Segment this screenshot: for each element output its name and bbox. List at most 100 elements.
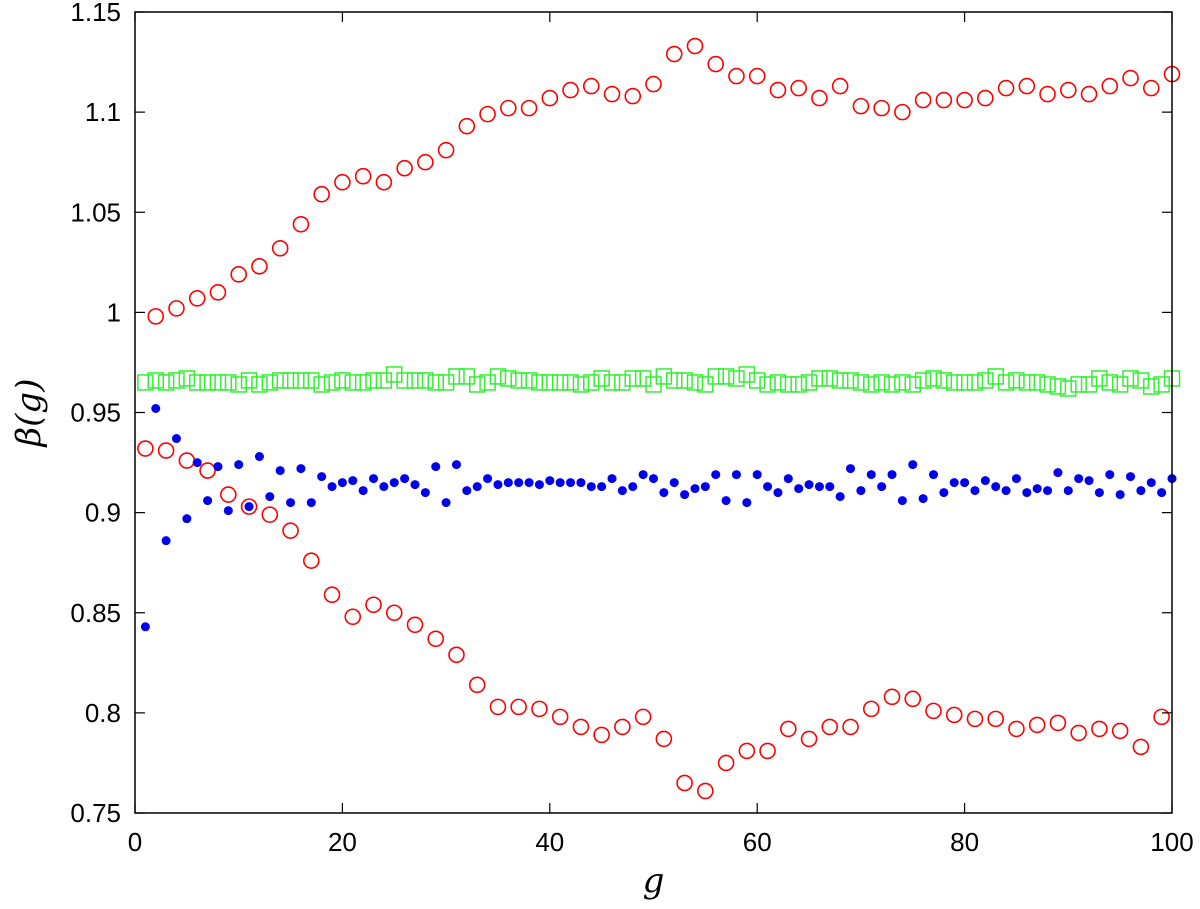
data-point (406, 616, 424, 634)
data-point (1132, 738, 1150, 756)
data-point (939, 488, 949, 498)
data-point (842, 372, 859, 389)
data-point (873, 374, 890, 391)
data-point (137, 440, 154, 457)
data-point (541, 89, 559, 107)
data-point (728, 370, 745, 387)
data-point (1049, 378, 1067, 395)
data-point (572, 718, 590, 736)
data-point (306, 498, 316, 508)
data-point (897, 496, 907, 506)
data-point (323, 586, 341, 604)
data-point (759, 742, 776, 760)
data-point (379, 482, 389, 492)
data-point (862, 700, 880, 718)
data-point (780, 720, 797, 738)
data-point (614, 718, 631, 736)
data-point (1115, 490, 1125, 500)
data-point (1039, 85, 1056, 103)
data-point (137, 374, 154, 391)
x-tick-label: 80 (950, 827, 979, 857)
data-point (1132, 372, 1150, 389)
data-point (209, 374, 227, 391)
data-point (748, 67, 766, 85)
data-point (479, 374, 496, 391)
data-point (1008, 720, 1025, 738)
data-point (991, 482, 1001, 492)
data-point (354, 167, 372, 185)
axis-ticks: 0 20 40 60 80 100 0.75 0.8 0.85 0.9 0.95 1 1.05 1.1 1.… (70, 0, 1193, 857)
data-point (406, 372, 424, 389)
data-point (1018, 374, 1036, 391)
data-point (562, 81, 579, 99)
data-point (199, 374, 216, 391)
data-point (731, 470, 741, 480)
data-point (908, 460, 918, 470)
data-point (1146, 478, 1156, 488)
y-tick-label: 0.8 (85, 698, 121, 728)
data-point (918, 494, 928, 504)
data-point (344, 374, 362, 391)
data-point (593, 370, 610, 387)
data-point (925, 702, 942, 720)
data-point (562, 374, 579, 391)
data-point (396, 372, 413, 389)
data-point (282, 522, 299, 539)
data-point (769, 374, 787, 391)
data-point (348, 476, 358, 486)
data-point (303, 372, 320, 389)
y-tick-label: 1.05 (70, 197, 121, 227)
data-point (344, 608, 362, 626)
data-point (866, 470, 876, 480)
series-1 (137, 440, 1170, 800)
plot-frame (134, 11, 1173, 814)
data-point (904, 690, 922, 708)
data-point (960, 478, 970, 488)
data-point (576, 478, 586, 488)
data-point (586, 482, 596, 492)
data-point (707, 368, 724, 385)
data-point (188, 290, 206, 307)
series-3 (140, 403, 1177, 632)
data-point (313, 376, 330, 393)
data-point (261, 506, 279, 523)
data-point (728, 67, 745, 85)
data-point (1018, 77, 1036, 95)
data-point (617, 486, 627, 496)
data-point (690, 484, 700, 494)
data-point (1126, 472, 1136, 482)
data-point (337, 478, 347, 488)
data-point (230, 376, 247, 393)
data-point (203, 496, 213, 506)
data-point (914, 91, 932, 109)
series-2 (137, 366, 1181, 397)
data-point (220, 374, 237, 391)
data-point (593, 726, 610, 744)
data-point (271, 239, 289, 257)
data-point (317, 472, 327, 482)
data-point (375, 173, 393, 191)
data-point (980, 476, 990, 486)
data-point (1028, 374, 1046, 391)
data-point (1060, 81, 1077, 99)
data-point (914, 372, 932, 389)
data-point (669, 478, 679, 488)
data-point (804, 480, 814, 490)
y-tick-label: 0.9 (85, 498, 121, 528)
data-point (1084, 476, 1094, 486)
data-point (431, 462, 441, 472)
data-point (773, 488, 783, 498)
data-point (254, 452, 264, 462)
x-tick-label: 0 (128, 827, 142, 857)
data-point (738, 366, 756, 383)
data-point (925, 370, 942, 387)
data-point (811, 89, 828, 107)
data-point (171, 434, 181, 444)
data-point (296, 464, 306, 474)
data-point (365, 596, 382, 614)
data-point (566, 478, 576, 488)
data-point (500, 99, 517, 117)
data-point (852, 97, 870, 115)
data-point (846, 464, 856, 474)
data-point (883, 376, 901, 393)
